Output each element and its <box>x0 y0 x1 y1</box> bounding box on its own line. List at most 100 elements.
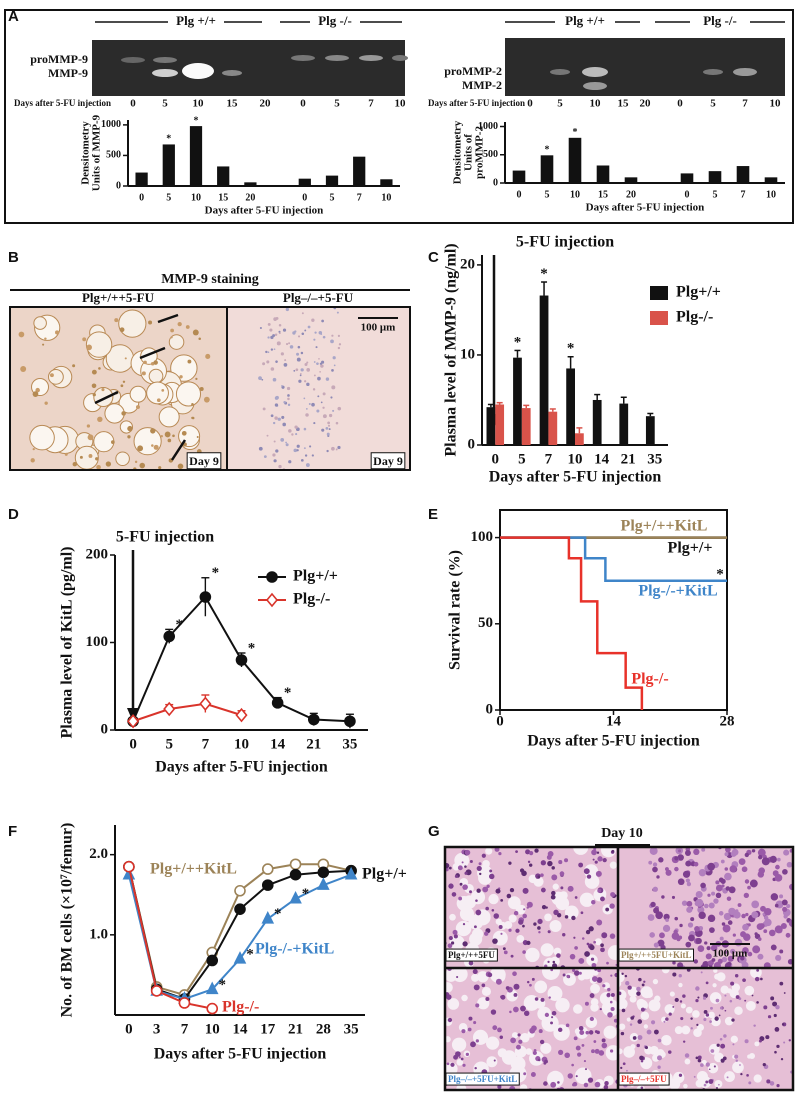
bar <box>566 368 575 445</box>
texture-dot <box>293 448 298 453</box>
legend-label: Plg-/- <box>676 309 713 326</box>
texture-dot <box>732 933 736 937</box>
texture-dot <box>620 1066 623 1069</box>
texture-dot <box>558 860 563 865</box>
texture-dot <box>537 1058 541 1062</box>
texture-dot <box>266 360 270 364</box>
texture-dot <box>261 378 264 381</box>
texture-dot <box>276 341 281 346</box>
texture-dot <box>575 1075 578 1078</box>
texture-dot <box>317 376 321 381</box>
texture-dot <box>481 983 486 988</box>
texture-dot <box>583 1082 589 1088</box>
texture-dot <box>786 903 791 909</box>
texture-dot <box>659 932 665 939</box>
series-label: Plg-/- <box>222 999 259 1016</box>
marker <box>289 858 302 871</box>
texture-dot <box>664 1004 675 1015</box>
texture-dot <box>278 464 282 469</box>
texture-dot <box>624 974 628 978</box>
texture-dot <box>300 458 304 462</box>
texture-dot <box>320 401 323 404</box>
texture-dot <box>751 994 754 997</box>
texture-dot <box>551 866 555 870</box>
texture-dot <box>500 932 503 935</box>
lane-title: Days after 5-FU injection <box>14 98 111 108</box>
texture-dot <box>731 1018 735 1022</box>
x-tick-label: 7 <box>357 192 362 203</box>
texture-dot <box>657 939 665 947</box>
marker <box>206 1002 219 1015</box>
texture-dot <box>451 892 457 897</box>
texture-dot <box>506 893 512 899</box>
lane-label: 15 <box>227 98 239 110</box>
bar <box>513 357 522 445</box>
texture-dot <box>448 883 454 889</box>
texture-dot <box>774 1027 780 1032</box>
texture-dot <box>284 359 287 362</box>
texture-dot <box>446 1062 450 1066</box>
texture-dot <box>723 1034 727 1038</box>
texture-dot <box>311 318 315 322</box>
texture-dot <box>458 896 463 901</box>
band-label: MMP-9 <box>48 66 88 80</box>
texture-dot <box>596 851 600 854</box>
texture-dot <box>602 982 610 990</box>
texture-dot <box>160 435 163 438</box>
texture-dot <box>648 860 653 865</box>
texture <box>18 309 211 470</box>
texture-dot <box>452 929 458 935</box>
texture-dot <box>785 932 791 938</box>
texture-dot <box>337 406 342 411</box>
texture-dot <box>775 864 780 870</box>
series-label: Plg-/- <box>631 671 668 688</box>
texture-dot <box>776 1084 780 1088</box>
texture-dot <box>95 457 99 461</box>
texture-dot <box>462 1063 466 1067</box>
texture-dot <box>327 421 331 425</box>
texture-dot <box>285 307 290 312</box>
texture-dot <box>267 351 270 354</box>
texture-dot <box>580 911 584 915</box>
texture-dot <box>541 968 560 980</box>
texture-dot <box>594 860 598 864</box>
texture-dot <box>674 856 679 861</box>
texture-dot <box>538 1029 543 1034</box>
panel-g <box>443 844 795 1092</box>
texture-dot <box>32 447 35 451</box>
texture-dot <box>497 1027 502 1033</box>
texture-dot <box>158 466 162 470</box>
texture-dot <box>549 919 562 932</box>
texture-dot <box>500 994 506 1000</box>
texture-dot <box>643 1024 648 1029</box>
group-label: Plg +/+ <box>565 13 605 28</box>
texture-dot <box>644 1008 647 1011</box>
texture-dot <box>476 888 481 893</box>
texture-dot <box>97 416 103 423</box>
x-tick-label: 3 <box>153 1021 161 1037</box>
texture-dot <box>498 851 502 856</box>
texture-dot <box>170 328 174 333</box>
texture-dot <box>636 1043 640 1048</box>
texture-dot <box>649 847 658 855</box>
marker <box>271 697 284 709</box>
texture-dot <box>749 879 758 888</box>
texture-dot <box>548 996 551 999</box>
texture-dot <box>680 1016 684 1021</box>
texture-dot <box>485 847 493 855</box>
texture-dot <box>740 1073 743 1076</box>
gel-band <box>325 55 349 61</box>
texture-dot <box>709 1020 712 1023</box>
texture-dot <box>710 1006 713 1010</box>
texture-dot <box>777 857 781 862</box>
texture-dot <box>534 848 539 853</box>
gel-band <box>291 55 315 61</box>
texture-dot <box>592 858 595 861</box>
texture-dot <box>655 911 663 920</box>
texture-dot <box>571 915 576 921</box>
texture-dot <box>269 328 273 332</box>
texture-dot <box>748 1081 752 1085</box>
texture-dot <box>700 971 703 974</box>
texture-dot <box>320 364 324 368</box>
texture-dot <box>485 996 490 1001</box>
